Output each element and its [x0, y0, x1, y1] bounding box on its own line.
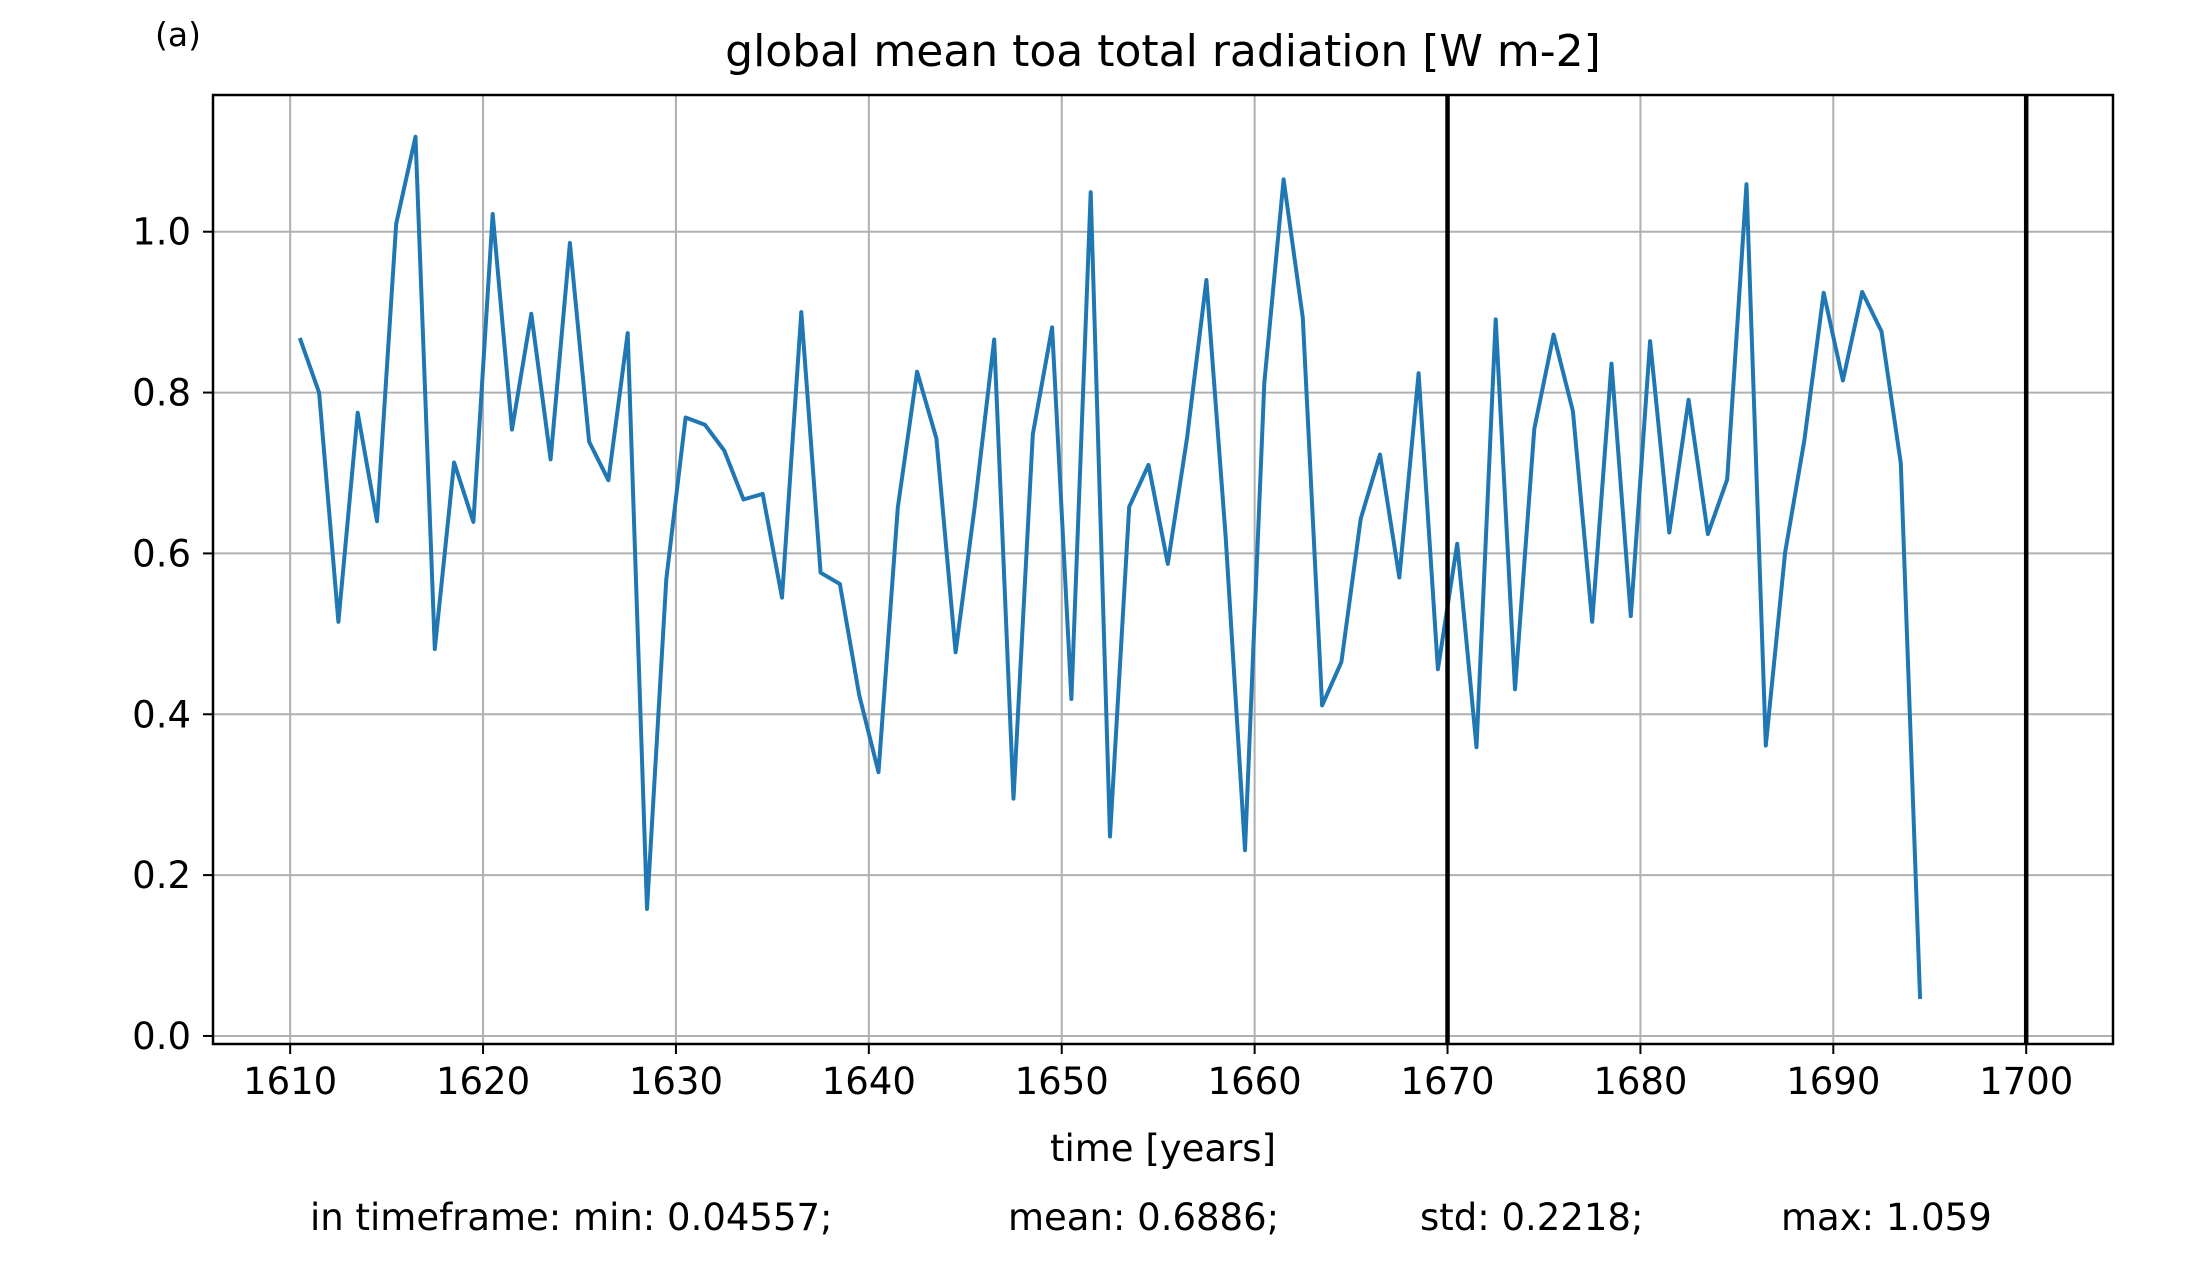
plot-frame [211, 93, 2115, 1046]
stat-max: max: 1.059 [1781, 1196, 1992, 1239]
y-tick-label: 1.0 [132, 211, 191, 254]
chart-title: global mean toa total radiation [W m-2] [725, 26, 1601, 77]
x-axis: 1610 1620 1630 1640 1650 1660 1670 1680 1690 1700 [243, 1044, 2073, 1103]
x-tick-label: 1670 [1400, 1060, 1494, 1103]
x-tick-label: 1650 [1015, 1060, 1109, 1103]
x-tick-label: 1640 [822, 1060, 916, 1103]
y-tick-label: 0.0 [132, 1015, 191, 1058]
y-tick-label: 0.6 [132, 532, 191, 575]
x-tick-label: 1700 [1979, 1060, 2073, 1103]
panel-label: (a) [155, 15, 201, 54]
x-tick-label: 1630 [629, 1060, 723, 1103]
x-tick-label: 1660 [1208, 1060, 1302, 1103]
x-axis-label: time [years] [1050, 1127, 1276, 1170]
x-tick-label: 1680 [1593, 1060, 1687, 1103]
series-group [297, 134, 1923, 1000]
x-tick-label: 1620 [436, 1060, 530, 1103]
series-line [297, 134, 1923, 1000]
stat-std: std: 0.2218; [1420, 1196, 1644, 1239]
vertical-markers [1445, 95, 2029, 1044]
y-tick-label: 0.4 [132, 693, 191, 736]
x-tick-label: 1690 [1786, 1060, 1880, 1103]
y-tick-label: 0.2 [132, 854, 191, 897]
y-axis: 0.0 0.2 0.4 0.6 0.8 1.0 [132, 211, 213, 1058]
stats-line: in timeframe: min: 0.04557; mean: 0.6886… [0, 1196, 2196, 1256]
grid [213, 95, 2113, 1044]
stat-mean: mean: 0.6886; [1008, 1196, 1280, 1239]
stat-min: in timeframe: min: 0.04557; [310, 1196, 833, 1239]
x-tick-label: 1610 [243, 1060, 337, 1103]
y-tick-label: 0.8 [132, 372, 191, 415]
